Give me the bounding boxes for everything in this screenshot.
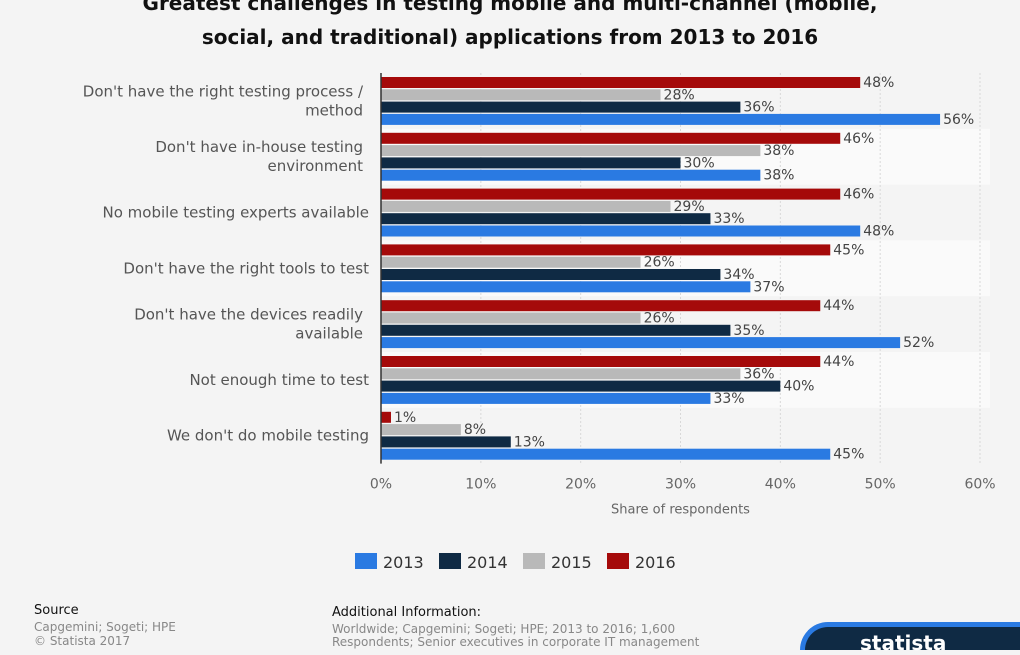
legend-swatch-2016[interactable] — [607, 553, 629, 569]
logo-text: statista — [860, 631, 947, 655]
x-tick-label: 60% — [964, 477, 995, 493]
copyright: © Statista 2017 — [34, 634, 131, 648]
data-label-2014: 34% — [723, 267, 754, 283]
data-label-2016: 46% — [843, 131, 874, 147]
bar-2015 — [381, 312, 641, 324]
data-label-2016: 45% — [833, 242, 864, 258]
category-label: method — [305, 101, 363, 119]
x-tick-label: 20% — [565, 477, 596, 493]
source-line: Capgemini; Sogeti; HPE — [34, 620, 176, 634]
bar-2013 — [381, 448, 831, 460]
data-label-2013: 38% — [763, 168, 794, 184]
data-label-2013: 45% — [833, 447, 864, 463]
category-label: environment — [267, 157, 363, 175]
x-tick-label: 0% — [370, 477, 392, 493]
bar-2015 — [381, 200, 671, 212]
bar-2016 — [381, 244, 831, 256]
additional-info-line: Worldwide; Capgemini; Sogeti; HPE; 2013 … — [332, 622, 676, 636]
category-label: Don't have the right testing process / — [83, 82, 364, 100]
bar-2013 — [381, 392, 711, 404]
legend-label-2014[interactable]: 2014 — [467, 553, 508, 572]
data-label-2013: 37% — [753, 279, 784, 295]
statista-logo[interactable]: statista — [800, 622, 1020, 655]
bar-2013 — [381, 225, 861, 237]
category-label: available — [295, 325, 363, 343]
bar-2016 — [381, 188, 841, 200]
bar-2016 — [381, 300, 821, 312]
legend-label-2016[interactable]: 2016 — [635, 553, 676, 572]
data-label-2013: 52% — [903, 335, 934, 351]
category-label: No mobile testing experts available — [102, 204, 369, 222]
category-label: Not enough time to test — [189, 371, 369, 389]
title-line-1: Greatest challenges in testing mobile an… — [142, 0, 878, 15]
category-label: Don't have the right tools to test — [123, 259, 369, 277]
x-tick-label: 30% — [665, 477, 696, 493]
bar-2015 — [381, 145, 761, 157]
data-label-2013: 33% — [713, 391, 744, 407]
x-axis-label: Share of respondents — [611, 503, 750, 518]
bar-2013 — [381, 337, 901, 349]
bar-2013 — [381, 281, 751, 293]
category-label: Don't have the devices readily — [134, 306, 363, 324]
data-label-2015: 28% — [664, 87, 695, 103]
category-label: Don't have in-house testing — [155, 138, 363, 156]
bar-2015 — [381, 256, 641, 268]
data-label-2014: 40% — [783, 379, 814, 395]
data-label-2014: 33% — [713, 211, 744, 227]
data-label-2014: 36% — [743, 100, 774, 116]
data-label-2014: 13% — [514, 434, 545, 450]
legend-label-2015[interactable]: 2015 — [551, 553, 592, 572]
data-label-2015: 26% — [644, 255, 675, 271]
data-label-2013: 56% — [943, 112, 974, 128]
bar-2013 — [381, 169, 761, 181]
data-label-2016: 44% — [823, 354, 854, 370]
additional-info-label: Additional Information: — [332, 605, 482, 620]
data-label-2016: 46% — [843, 187, 874, 203]
data-label-2016: 48% — [863, 75, 894, 91]
data-label-2014: 35% — [733, 323, 764, 339]
plot-area: 0% 10% 20% 30% 40% 50% 60% Share of respondents… — [83, 73, 996, 572]
x-tick-label: 10% — [465, 477, 496, 493]
bar-2014 — [381, 324, 731, 336]
category-label: We don't do mobile testing — [167, 427, 369, 445]
additional-info-line: Respondents; Senior executives in corpor… — [332, 635, 700, 649]
bar-2015 — [381, 368, 741, 380]
legend-swatch-2015[interactable] — [523, 553, 545, 569]
data-label-2015: 26% — [644, 311, 675, 327]
source-label: Source — [34, 603, 79, 618]
data-label-2013: 48% — [863, 224, 894, 240]
data-label-2016: 44% — [823, 298, 854, 314]
legend-swatch-2014[interactable] — [439, 553, 461, 569]
bar-2014 — [381, 157, 681, 169]
bar-2016 — [381, 77, 861, 88]
bar-2015 — [381, 89, 661, 101]
legend-label-2013[interactable]: 2013 — [383, 553, 424, 572]
bar-2015 — [381, 424, 461, 436]
chart-title: Greatest challenges in testing mobile an… — [0, 0, 1020, 54]
x-tick-label: 50% — [865, 477, 896, 493]
bar-2014 — [381, 436, 511, 448]
bar-2013 — [381, 113, 941, 125]
bar-2014 — [381, 101, 741, 113]
legend-swatch-2013[interactable] — [355, 553, 377, 569]
data-label-2014: 30% — [684, 155, 715, 171]
bar-2016 — [381, 411, 391, 423]
bar-2016 — [381, 356, 821, 367]
bar-2014 — [381, 213, 711, 225]
title-line-2: social, and traditional) applications fr… — [201, 25, 819, 49]
data-label-2015: 38% — [763, 143, 794, 159]
bar-2014 — [381, 380, 781, 392]
data-label-2015: 29% — [674, 199, 705, 215]
bar-2014 — [381, 269, 721, 280]
x-tick-label: 40% — [765, 477, 796, 493]
bar-2016 — [381, 132, 841, 144]
data-label-2015: 8% — [464, 422, 486, 438]
data-label-2015: 36% — [743, 366, 774, 382]
data-label-2016: 1% — [394, 410, 416, 426]
